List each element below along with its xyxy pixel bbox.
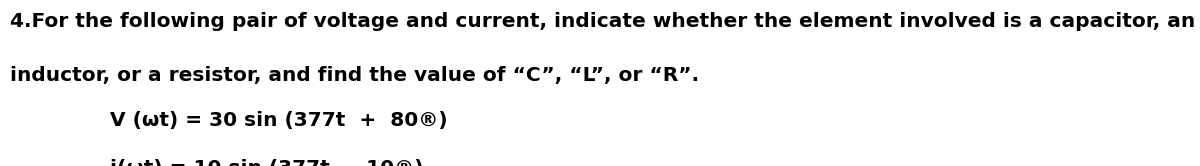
Text: inductor, or a resistor, and find the value of “C”, “L”, or “R”.: inductor, or a resistor, and find the va… xyxy=(10,66,698,85)
Text: V (ωt) = 30 sin (377t  +  80®): V (ωt) = 30 sin (377t + 80®) xyxy=(110,111,448,130)
Text: i(ωt) = 10 sin (377t  -  10®): i(ωt) = 10 sin (377t - 10®) xyxy=(110,159,424,166)
Text: 4.For the following pair of voltage and current, indicate whether the element in: 4.For the following pair of voltage and … xyxy=(10,12,1195,31)
